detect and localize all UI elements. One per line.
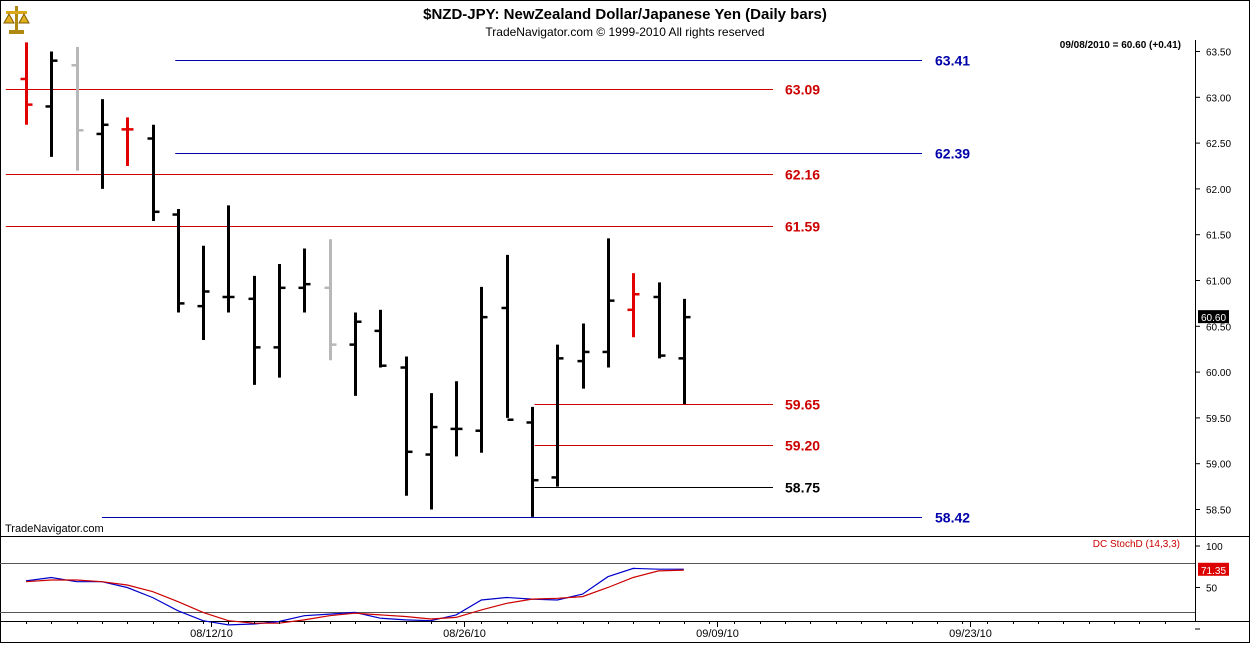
price-bars (20, 42, 691, 517)
stochastic-line-d (25, 569, 684, 624)
price-bar (71, 46, 84, 171)
stochastic-axis: 100 50 (0, 542, 1223, 630)
watermark-text: TradeNavigator.com (5, 523, 104, 535)
price-bar (400, 356, 413, 496)
price-panel: 63.50 63.00 62.50 62.00 61.50 61.00 60.50 60.00… (0, 40, 1250, 537)
stochastic-tick-label: 50 (1206, 584, 1218, 595)
stochastic-tick-label: 100 (1206, 542, 1223, 553)
date-tick-label: 08/26/10 (443, 628, 486, 640)
price-last-value-box (1198, 310, 1229, 324)
date-tick-label: 08/12/10 (190, 628, 233, 640)
level-label: 63.41 (935, 53, 970, 69)
date-tick-label: 09/23/10 (949, 628, 992, 640)
level-label: 63.09 (785, 82, 820, 98)
level-lines: 63.41 63.09 62.39 62.16 61.59 59.65 59.20 58.75… (5, 53, 970, 526)
price-tick-label: 58.50 (1206, 506, 1231, 517)
level-label: 62.39 (935, 146, 970, 162)
price-tick-label: 62.00 (1206, 185, 1231, 196)
level-label: 61.59 (785, 219, 820, 235)
scales-icon (3, 6, 30, 34)
price-bar (627, 273, 640, 338)
price-tick-label: 61.00 (1206, 277, 1231, 288)
date-axis: 08/12/10 08/26/10 09/09/10 09/23/10 (26, 621, 1166, 640)
price-bar (96, 99, 109, 189)
stochastic-last-value-label: 71.35 (1201, 566, 1226, 577)
price-axis: 63.50 63.00 62.50 62.00 61.50 61.00 60.50 60.00… (1195, 48, 1231, 517)
date-tick-label: 09/09/10 (696, 628, 739, 640)
price-tick-label: 61.50 (1206, 231, 1231, 242)
level-label: 62.16 (785, 167, 820, 183)
price-bar (450, 381, 463, 457)
price-bar (475, 286, 488, 453)
price-tick-label: 59.50 (1206, 414, 1231, 425)
price-bar (147, 124, 160, 221)
price-bar (577, 323, 590, 389)
stochastic-line-k (25, 567, 684, 626)
price-bar (45, 51, 58, 157)
stochastic-lines (25, 567, 684, 626)
price-bar (222, 205, 235, 313)
chart-title: $NZD-JPY: NewZealand Dollar/Japanese Yen… (423, 6, 827, 23)
price-bar (678, 298, 691, 405)
level-label: 59.65 (785, 397, 820, 413)
price-bar (20, 42, 33, 125)
price-bar (526, 406, 539, 517)
price-tick-label: 59.00 (1206, 460, 1231, 471)
level-label: 59.20 (785, 438, 820, 454)
price-bar (653, 282, 666, 359)
price-tick-label: 63.00 (1206, 93, 1231, 104)
price-bar (248, 275, 261, 385)
price-bar (197, 245, 210, 341)
price-bar (298, 248, 311, 313)
price-tick-label: 63.50 (1206, 48, 1231, 59)
price-bar (324, 239, 337, 361)
price-bar (425, 393, 438, 510)
level-label: 58.42 (935, 510, 970, 526)
stochastic-last-value-marker: 71.35 (1198, 562, 1229, 577)
price-last-value-label: 60.60 (1201, 313, 1226, 324)
price-tick-label: 60.50 (1206, 322, 1231, 333)
stochastic-title: DC StochD (14,3,3) (1093, 539, 1180, 550)
price-tick-label: 60.00 (1206, 368, 1231, 379)
price-bar (172, 209, 185, 313)
level-label: 58.75 (785, 480, 820, 496)
price-bar (551, 344, 564, 487)
price-last-value-marker: 60.60 (1198, 310, 1229, 324)
price-bar (602, 238, 615, 368)
price-bar (121, 117, 134, 166)
stochastic-panel: DC StochD (14,3,3) 100 50 71.35 (0, 537, 1250, 630)
price-bar (374, 309, 387, 368)
stochastic-last-value-box (1198, 562, 1229, 576)
price-tick-label: 62.50 (1206, 139, 1231, 150)
last-bar-info: 09/08/2010 = 60.60 (+0.41) (1060, 40, 1181, 51)
price-bar (349, 312, 362, 396)
price-bar (501, 254, 514, 421)
price-bar (273, 264, 286, 378)
copyright-text: TradeNavigator.com © 1999-2010 All right… (485, 25, 764, 39)
